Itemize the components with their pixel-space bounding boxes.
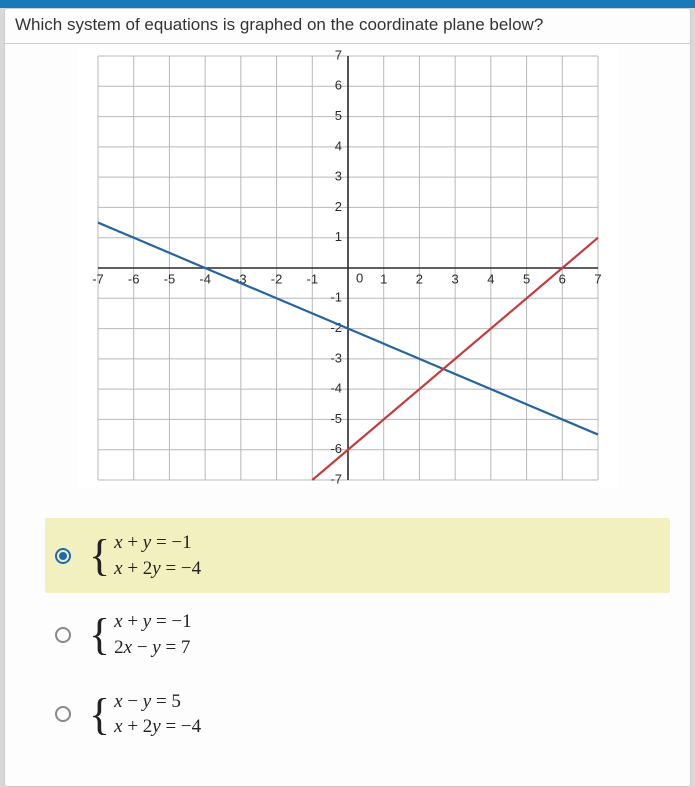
svg-text:-4: -4 — [199, 272, 211, 287]
equations: x + y = −12x − y = 7 — [114, 609, 192, 660]
svg-text:-3: -3 — [330, 350, 342, 365]
svg-text:-6: -6 — [127, 272, 139, 287]
svg-text:0: 0 — [356, 271, 363, 286]
answers-list: {x + y = −1x + 2y = −4{x + y = −12x − y … — [5, 508, 690, 752]
answer-option-0[interactable]: {x + y = −1x + 2y = −4 — [45, 518, 670, 593]
svg-text:-2: -2 — [270, 272, 282, 287]
svg-text:2: 2 — [415, 272, 422, 287]
svg-text:3: 3 — [334, 169, 341, 184]
svg-text:3: 3 — [451, 272, 458, 287]
equation-2: 2x − y = 7 — [114, 635, 192, 661]
svg-text:6: 6 — [558, 272, 565, 287]
equation-2: x + 2y = −4 — [114, 714, 201, 740]
chart-container: -7-6-5-4-3-2-101234567-7-6-5-4-3-2-11234… — [5, 44, 690, 508]
left-brace: { — [89, 617, 110, 652]
equation-system: {x + y = −12x − y = 7 — [89, 609, 192, 660]
svg-text:7: 7 — [334, 48, 341, 62]
svg-text:-1: -1 — [306, 272, 318, 287]
svg-text:-7: -7 — [330, 471, 342, 486]
equation-2: x + 2y = −4 — [114, 556, 201, 582]
question-text: Which system of equations is graphed on … — [5, 9, 690, 44]
radio-button[interactable] — [55, 627, 71, 643]
equation-system: {x + y = −1x + 2y = −4 — [89, 530, 201, 581]
svg-text:7: 7 — [594, 272, 601, 287]
svg-text:5: 5 — [334, 108, 341, 123]
answer-option-2[interactable]: {x − y = 5x + 2y = −4 — [45, 677, 670, 752]
svg-text:-1: -1 — [330, 290, 342, 305]
radio-button[interactable] — [55, 548, 71, 564]
equations: x − y = 5x + 2y = −4 — [114, 689, 201, 740]
svg-text:-4: -4 — [330, 381, 342, 396]
svg-text:1: 1 — [334, 229, 341, 244]
svg-text:4: 4 — [334, 138, 341, 153]
app-top-bar — [0, 0, 695, 8]
radio-button[interactable] — [55, 706, 71, 722]
equation-1: x − y = 5 — [114, 689, 201, 715]
left-brace: { — [89, 697, 110, 732]
equations: x + y = −1x + 2y = −4 — [114, 530, 201, 581]
answer-option-1[interactable]: {x + y = −12x − y = 7 — [45, 597, 670, 672]
coordinate-plane-chart: -7-6-5-4-3-2-101234567-7-6-5-4-3-2-11234… — [78, 48, 618, 488]
svg-text:2: 2 — [334, 199, 341, 214]
left-brace: { — [89, 538, 110, 573]
equation-1: x + y = −1 — [114, 609, 192, 635]
svg-text:6: 6 — [334, 78, 341, 93]
svg-text:1: 1 — [380, 272, 387, 287]
svg-text:-5: -5 — [163, 272, 175, 287]
svg-text:5: 5 — [522, 272, 529, 287]
svg-text:4: 4 — [487, 272, 494, 287]
equation-system: {x − y = 5x + 2y = −4 — [89, 689, 201, 740]
question-card: Which system of equations is graphed on … — [4, 8, 691, 787]
svg-text:-5: -5 — [330, 411, 342, 426]
svg-text:-7: -7 — [92, 272, 104, 287]
svg-text:-6: -6 — [330, 441, 342, 456]
equation-1: x + y = −1 — [114, 530, 201, 556]
